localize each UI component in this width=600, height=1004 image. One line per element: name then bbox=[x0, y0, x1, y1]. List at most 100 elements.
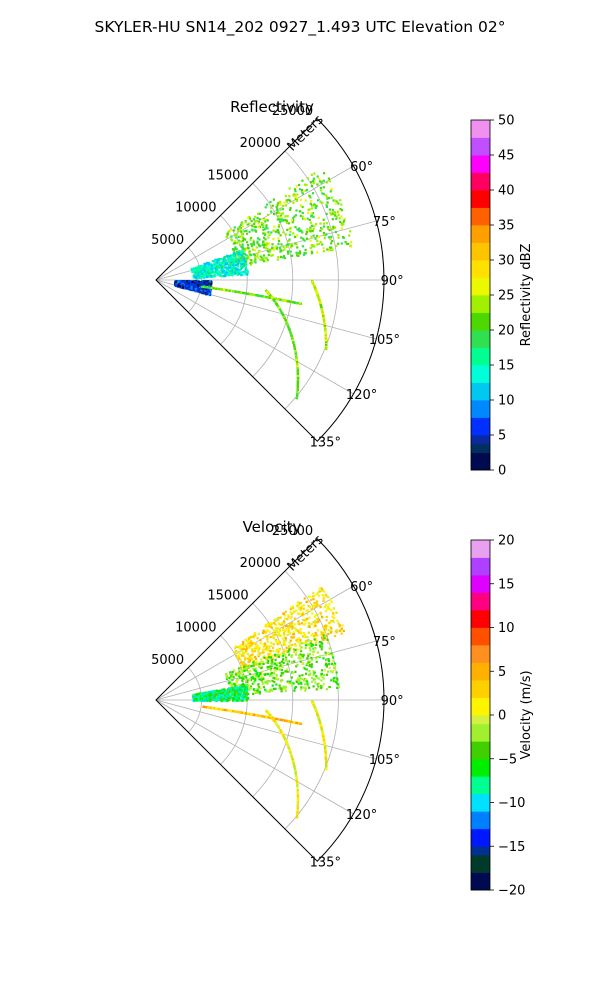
colorbar-tick-label: 0 bbox=[498, 464, 506, 479]
radar-gate bbox=[320, 679, 322, 681]
radar-gate bbox=[321, 192, 323, 194]
radar-gate bbox=[266, 636, 268, 638]
radar-gate bbox=[275, 303, 277, 305]
radar-gate bbox=[315, 614, 317, 616]
radar-gate bbox=[296, 194, 298, 196]
radar-gate bbox=[307, 685, 309, 687]
radar-gate bbox=[262, 715, 264, 717]
radar-gate bbox=[346, 243, 348, 245]
radar-gate bbox=[241, 251, 243, 253]
radar-gate bbox=[289, 231, 291, 233]
radar-gate bbox=[323, 172, 325, 174]
radar-gate bbox=[314, 287, 316, 289]
radar-gate bbox=[224, 275, 226, 277]
colorbar-segment bbox=[471, 260, 490, 269]
radar-gate bbox=[257, 688, 259, 690]
radar-gate bbox=[311, 643, 313, 645]
radar-gate bbox=[247, 244, 249, 246]
radar-gate bbox=[312, 592, 314, 594]
colorbar-segment bbox=[471, 461, 490, 470]
radar-gate bbox=[321, 228, 323, 230]
radar-gate bbox=[291, 628, 293, 630]
radar-gate bbox=[228, 273, 230, 275]
radar-gate bbox=[194, 285, 196, 287]
radar-gate bbox=[288, 627, 290, 629]
radar-gate bbox=[295, 629, 297, 631]
radar-gate bbox=[248, 638, 250, 640]
radar-gate bbox=[288, 222, 290, 224]
radar-gate bbox=[326, 688, 328, 690]
radar-gate bbox=[326, 616, 328, 618]
radar-gate bbox=[252, 661, 254, 663]
radar-gate bbox=[251, 225, 253, 227]
radar-gate bbox=[242, 225, 244, 227]
radar-gate bbox=[332, 670, 334, 672]
radar-gate bbox=[286, 647, 288, 649]
radar-gate bbox=[336, 620, 338, 622]
radar-gate bbox=[290, 606, 292, 608]
radar-gate bbox=[302, 245, 304, 247]
colorbar-segment bbox=[471, 278, 490, 287]
radar-gate bbox=[297, 381, 299, 383]
radar-gate bbox=[332, 656, 334, 658]
radar-gate bbox=[267, 214, 269, 216]
radar-gate bbox=[262, 652, 264, 654]
radar-gate bbox=[209, 692, 211, 694]
radar-gate bbox=[231, 683, 233, 685]
radar-gate bbox=[267, 219, 269, 221]
radar-gate bbox=[232, 254, 234, 256]
radar-gate bbox=[230, 694, 232, 696]
radar-gate bbox=[254, 216, 256, 218]
radar-gate bbox=[271, 243, 273, 245]
radar-gate bbox=[218, 708, 220, 710]
radar-gate bbox=[203, 273, 205, 275]
radar-gate bbox=[208, 293, 210, 295]
radar-gate bbox=[200, 277, 202, 279]
radar-gate bbox=[295, 639, 297, 641]
radar-gate bbox=[209, 270, 211, 272]
radar-gate bbox=[312, 598, 314, 600]
radar-gate bbox=[216, 690, 218, 692]
radar-gate bbox=[216, 697, 218, 699]
radar-gate bbox=[238, 691, 240, 693]
radar-gate bbox=[282, 655, 284, 657]
radar-gate bbox=[311, 244, 313, 246]
radar-gate bbox=[234, 248, 236, 250]
radar-gate bbox=[281, 299, 283, 301]
radar-gate bbox=[227, 698, 229, 700]
radar-gate bbox=[196, 693, 198, 695]
radar-gate bbox=[269, 248, 271, 250]
radar-gate bbox=[306, 657, 308, 659]
radar-gate bbox=[182, 287, 184, 289]
radar-gate bbox=[298, 680, 300, 682]
radar-gate bbox=[262, 257, 264, 259]
radar-gate bbox=[281, 216, 283, 218]
radar-gate bbox=[258, 238, 260, 240]
radar-gate bbox=[299, 675, 301, 677]
radar-gate bbox=[295, 209, 297, 211]
radar-gate bbox=[300, 688, 302, 690]
radar-gate bbox=[200, 291, 202, 293]
radar-gate bbox=[305, 184, 307, 186]
radar-gate bbox=[249, 655, 251, 657]
radar-gate bbox=[311, 677, 313, 679]
radar-gate bbox=[187, 285, 189, 287]
radar-gate bbox=[326, 608, 328, 610]
radar-gate bbox=[280, 719, 282, 721]
radar-gate bbox=[296, 648, 298, 650]
radar-gate bbox=[293, 651, 295, 653]
radar-gate bbox=[249, 673, 251, 675]
radar-gate bbox=[236, 681, 238, 683]
radar-gate bbox=[197, 277, 199, 279]
angle-tick-label: 135° bbox=[310, 435, 341, 450]
radar-gate bbox=[276, 718, 278, 720]
radar-gate bbox=[273, 199, 275, 201]
radar-gate bbox=[305, 678, 307, 680]
radar-gate bbox=[195, 288, 197, 290]
radar-gate bbox=[254, 679, 256, 681]
radar-gate bbox=[291, 219, 293, 221]
radar-gate bbox=[262, 681, 264, 683]
radar-gate bbox=[327, 671, 329, 673]
radar-gate bbox=[279, 247, 281, 249]
radar-gate bbox=[264, 228, 266, 230]
